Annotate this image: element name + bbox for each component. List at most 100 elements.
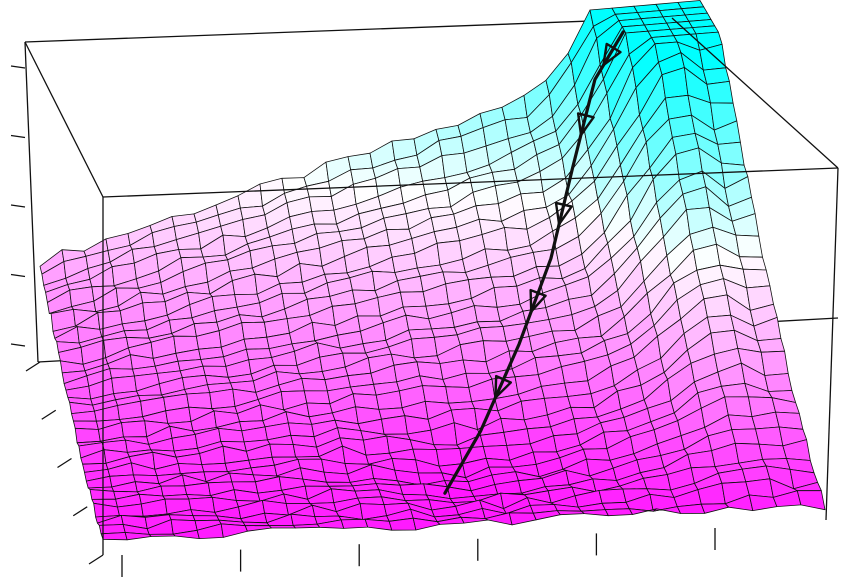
surface-facet bbox=[490, 275, 518, 288]
surface-facet bbox=[760, 350, 789, 376]
path-arrow bbox=[602, 42, 622, 67]
surface-facet bbox=[462, 359, 490, 374]
box-edge-top-right bbox=[671, 17, 839, 169]
surface-facet bbox=[364, 519, 393, 531]
surface-facet bbox=[237, 183, 263, 209]
surface-facet bbox=[340, 519, 369, 529]
surface-facet bbox=[74, 427, 101, 444]
tick-left-diagonal bbox=[25, 361, 41, 372]
surface-facet bbox=[435, 448, 464, 467]
surface-facet bbox=[755, 426, 784, 447]
surface-facet bbox=[347, 152, 374, 171]
surface-facet bbox=[308, 196, 335, 212]
surface-facet bbox=[381, 415, 408, 435]
surface-facet bbox=[604, 508, 633, 517]
tick-left-vertical bbox=[10, 134, 26, 139]
optimization-path bbox=[443, 30, 625, 495]
box-edge-top-back bbox=[24, 17, 673, 43]
surface-mesh bbox=[39, 0, 826, 541]
surface-facet bbox=[303, 390, 331, 405]
tick-left-diagonal bbox=[88, 554, 104, 565]
surface-facet bbox=[724, 396, 753, 418]
surface-facet bbox=[229, 472, 256, 483]
surface-facet bbox=[460, 516, 489, 524]
surface-facet bbox=[279, 281, 306, 294]
surface-facet bbox=[532, 248, 560, 268]
path-arrow bbox=[576, 112, 595, 137]
surface-facet bbox=[745, 478, 774, 498]
surface-facet bbox=[399, 291, 427, 308]
tick-left-diagonal bbox=[57, 457, 72, 469]
surface-facet bbox=[700, 503, 730, 514]
path-arrow bbox=[554, 201, 573, 226]
tick-left-diagonal bbox=[72, 506, 88, 517]
box-edge-top-left bbox=[24, 41, 104, 198]
surface-facet bbox=[218, 427, 245, 443]
surface-facet bbox=[287, 422, 315, 438]
surface-facet bbox=[311, 209, 338, 225]
path-arrow bbox=[529, 288, 547, 313]
surface-facet bbox=[301, 377, 328, 392]
path-line bbox=[443, 30, 625, 495]
surface-facet bbox=[703, 294, 732, 318]
surface-facet bbox=[479, 326, 507, 342]
bounding-box-front bbox=[102, 17, 839, 555]
surface-facet bbox=[445, 386, 473, 404]
surface-facet bbox=[508, 512, 537, 526]
surface-facet bbox=[242, 521, 270, 527]
surface-facet bbox=[140, 291, 166, 304]
surface-facet bbox=[796, 490, 826, 511]
surface-facet bbox=[148, 533, 176, 537]
box-edge-top-front bbox=[102, 167, 839, 198]
surface-facet bbox=[111, 375, 137, 395]
surface-facet bbox=[399, 483, 427, 496]
surface-facet bbox=[422, 385, 449, 404]
surface-facet bbox=[721, 382, 749, 398]
surface-facet bbox=[706, 81, 734, 104]
surface-facet bbox=[757, 338, 785, 353]
surface-facet bbox=[493, 285, 521, 308]
tick-left-diagonal bbox=[41, 409, 57, 420]
tick-left-vertical bbox=[10, 204, 26, 208]
surface-facet bbox=[268, 525, 296, 529]
axis-ticks bbox=[10, 65, 716, 577]
surface-facet bbox=[475, 203, 502, 222]
surface-facet bbox=[209, 388, 236, 410]
surface-facet bbox=[100, 532, 128, 541]
tick-left-vertical bbox=[10, 343, 26, 347]
surface-facet bbox=[186, 392, 213, 410]
surface-facet bbox=[178, 248, 204, 259]
surface-facet bbox=[269, 443, 297, 458]
surface-facet bbox=[739, 256, 767, 271]
surface-facet bbox=[567, 393, 595, 409]
surface-facet bbox=[411, 336, 438, 359]
surface-facet bbox=[244, 525, 272, 532]
surface-facet bbox=[742, 268, 771, 289]
surface-facet bbox=[243, 336, 270, 350]
surface-facet bbox=[598, 488, 627, 504]
surface-facet bbox=[717, 141, 745, 166]
surface-facet bbox=[473, 305, 501, 323]
surface-facet bbox=[735, 234, 763, 258]
surface-facet bbox=[501, 95, 528, 121]
surface-facet bbox=[201, 462, 228, 473]
surface-facet bbox=[220, 523, 248, 538]
surface-facet bbox=[241, 321, 268, 340]
box-edge-front-right bbox=[825, 167, 839, 521]
path-arrow bbox=[494, 374, 512, 399]
surface-facet bbox=[556, 510, 585, 516]
surface-facet bbox=[748, 494, 778, 512]
surface-facet bbox=[731, 428, 760, 445]
surface-facet bbox=[536, 265, 563, 280]
surface-facet bbox=[727, 414, 756, 431]
surface-facet bbox=[479, 431, 508, 447]
tick-left-vertical bbox=[10, 273, 26, 278]
surface-facet bbox=[758, 443, 787, 460]
surface-facet bbox=[707, 314, 735, 334]
box-edge-back-left bbox=[24, 41, 39, 363]
tick-left-vertical bbox=[10, 65, 26, 69]
surface-facet bbox=[323, 471, 351, 483]
surface-facet bbox=[459, 340, 487, 363]
